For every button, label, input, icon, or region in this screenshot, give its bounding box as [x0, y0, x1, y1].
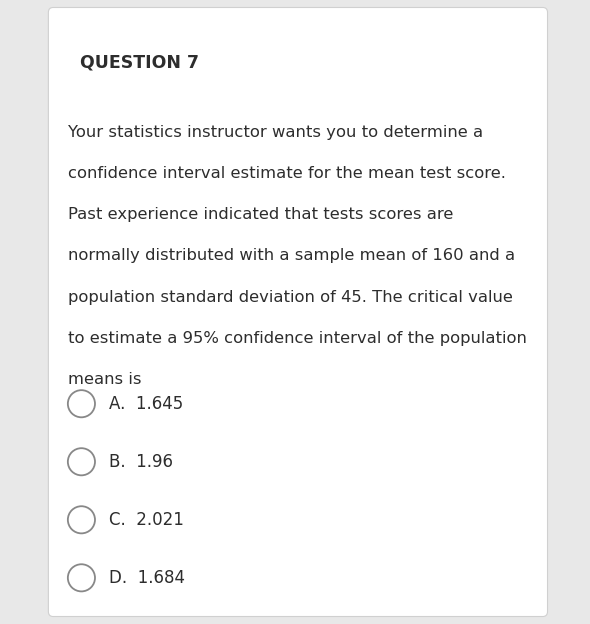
- Text: Your statistics instructor wants you to determine a: Your statistics instructor wants you to …: [68, 125, 483, 140]
- Ellipse shape: [68, 506, 95, 534]
- Ellipse shape: [68, 564, 95, 592]
- Text: normally distributed with a sample mean of 160 and a: normally distributed with a sample mean …: [68, 248, 515, 263]
- Text: Past experience indicated that tests scores are: Past experience indicated that tests sco…: [68, 207, 453, 222]
- Text: to estimate a 95% confidence interval of the population: to estimate a 95% confidence interval of…: [68, 331, 527, 346]
- Text: A.  1.645: A. 1.645: [109, 395, 183, 412]
- Text: means is: means is: [68, 372, 142, 387]
- Text: confidence interval estimate for the mean test score.: confidence interval estimate for the mea…: [68, 166, 506, 181]
- Ellipse shape: [68, 390, 95, 417]
- Text: D.  1.684: D. 1.684: [109, 569, 185, 587]
- Ellipse shape: [68, 448, 95, 475]
- FancyBboxPatch shape: [48, 7, 548, 617]
- Text: C.  2.021: C. 2.021: [109, 511, 184, 529]
- Text: QUESTION 7: QUESTION 7: [80, 53, 199, 71]
- Text: B.  1.96: B. 1.96: [109, 453, 173, 470]
- Text: population standard deviation of 45. The critical value: population standard deviation of 45. The…: [68, 290, 513, 305]
